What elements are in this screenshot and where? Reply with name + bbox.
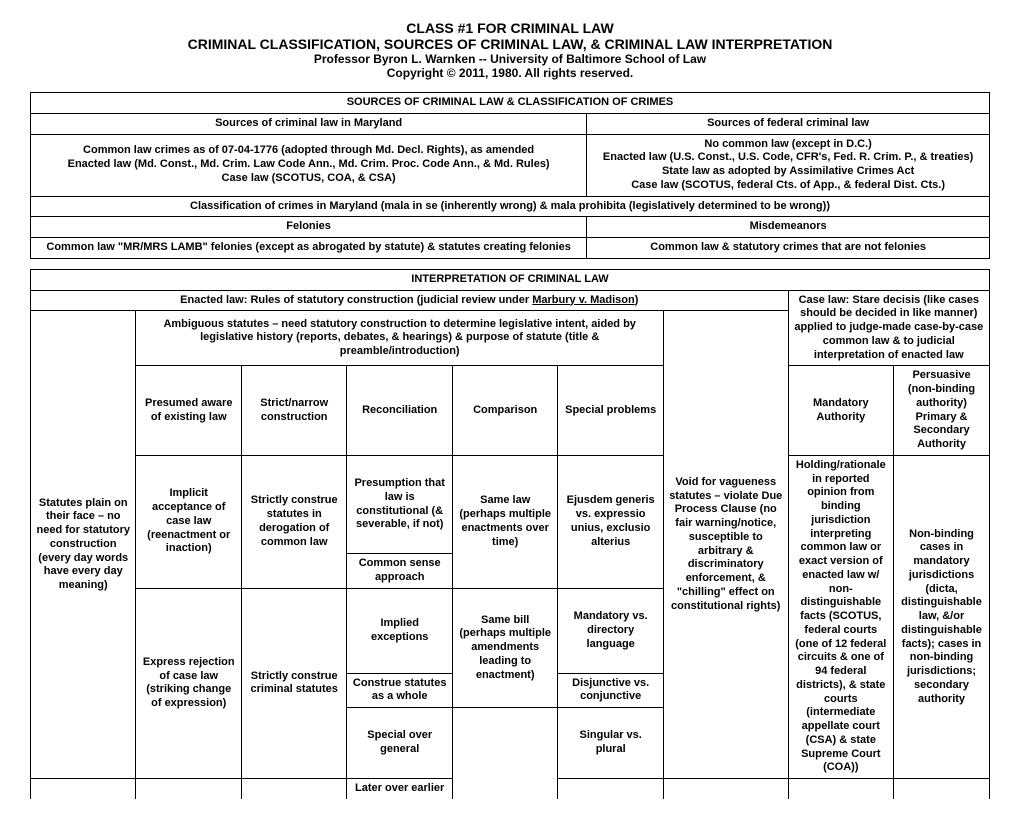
t2-mandatory-authority: Mandatory Authority (788, 366, 893, 456)
t1-classification-header: Classification of crimes in Maryland (ma… (31, 196, 990, 217)
t1-misdemeanors: Misdemeanors (587, 217, 990, 238)
t1-felonies-body: Common law "MR/MRS LAMB" felonies (excep… (31, 238, 587, 259)
title-line-2: CRIMINAL CLASSIFICATION, SOURCES OF CRIM… (30, 36, 990, 52)
t2-strict-narrow: Strict/narrow construction (241, 366, 346, 456)
t2-strict-derogation: Strictly construe statutes in derogation… (241, 455, 346, 588)
t2-implicit-acceptance: Implicit acceptance of case law (reenact… (136, 455, 241, 588)
t1-misdemeanors-body: Common law & statutory crimes that are n… (587, 238, 990, 259)
professor-line: Professor Byron L. Warnken -- University… (30, 52, 990, 66)
copyright-line: Copyright © 2011, 1980. All rights reser… (30, 66, 990, 80)
t1-fed-sources-body: No common law (except in D.C.)Enacted la… (587, 134, 990, 196)
t2-express-rejection: Express rejection of case law (striking … (136, 588, 241, 778)
t2-void-vagueness: Void for vagueness statutes – violate Du… (663, 311, 788, 779)
t2-common-sense: Common sense approach (347, 554, 452, 589)
t1-header: SOURCES OF CRIMINAL LAW & CLASSIFICATION… (31, 93, 990, 114)
t2-persuasive-authority: Persuasive (non-binding authority) Prima… (894, 366, 990, 456)
t1-fed-sources-header: Sources of federal criminal law (587, 113, 990, 134)
t2-header: INTERPRETATION OF CRIMINAL LAW (31, 269, 990, 290)
t2-presumption-const: Presumption that law is constitutional (… (347, 455, 452, 554)
t2-mandatory-directory: Mandatory vs. directory language (558, 588, 663, 673)
t2-singular-plural: Singular vs. plural (558, 708, 663, 779)
t2-holding-rationale: Holding/rationale in reported opinion fr… (788, 455, 893, 778)
t2-enacted-law: Enacted law: Rules of statutory construc… (31, 290, 789, 311)
t2-case-law: Case law: Stare decisis (like cases shou… (788, 290, 989, 366)
t2-special-general: Special over general (347, 708, 452, 779)
t2-special-problems: Special problems (558, 366, 663, 456)
interpretation-table: INTERPRETATION OF CRIMINAL LAW Enacted l… (30, 269, 990, 799)
t2-ambiguous: Ambiguous statutes – need statutory cons… (136, 311, 663, 366)
t2-ejusdem: Ejusdem generis vs. expressio unius, exc… (558, 455, 663, 588)
t2-presumed-aware: Presumed aware of existing law (136, 366, 241, 456)
t1-md-sources-header: Sources of criminal law in Maryland (31, 113, 587, 134)
t1-md-sources-body: Common law crimes as of 07-04-1776 (adop… (31, 134, 587, 196)
title-line-1: CLASS #1 FOR CRIMINAL LAW (30, 20, 990, 36)
t1-felonies: Felonies (31, 217, 587, 238)
t2-same-law: Same law (perhaps multiple enactments ov… (452, 455, 557, 588)
t2-comparison: Comparison (452, 366, 557, 456)
t2-disjunctive-conjunctive: Disjunctive vs. conjunctive (558, 673, 663, 708)
t2-nonbinding: Non-binding cases in mandatory jurisdict… (894, 455, 990, 778)
document-header: CLASS #1 FOR CRIMINAL LAW CRIMINAL CLASS… (30, 20, 990, 80)
t2-reconciliation: Reconciliation (347, 366, 452, 456)
t2-later-earlier: Later over earlier (347, 779, 452, 799)
t2-same-bill: Same bill (perhaps multiple amendments l… (452, 588, 557, 707)
sources-classification-table: SOURCES OF CRIMINAL LAW & CLASSIFICATION… (30, 92, 990, 259)
t2-strict-criminal: Strictly construe criminal statutes (241, 588, 346, 778)
t2-construe-whole: Construe statutes as a whole (347, 673, 452, 708)
t2-statutes-plain: Statutes plain on their face – no need f… (31, 311, 136, 779)
t2-implied-exceptions: Implied exceptions (347, 588, 452, 673)
